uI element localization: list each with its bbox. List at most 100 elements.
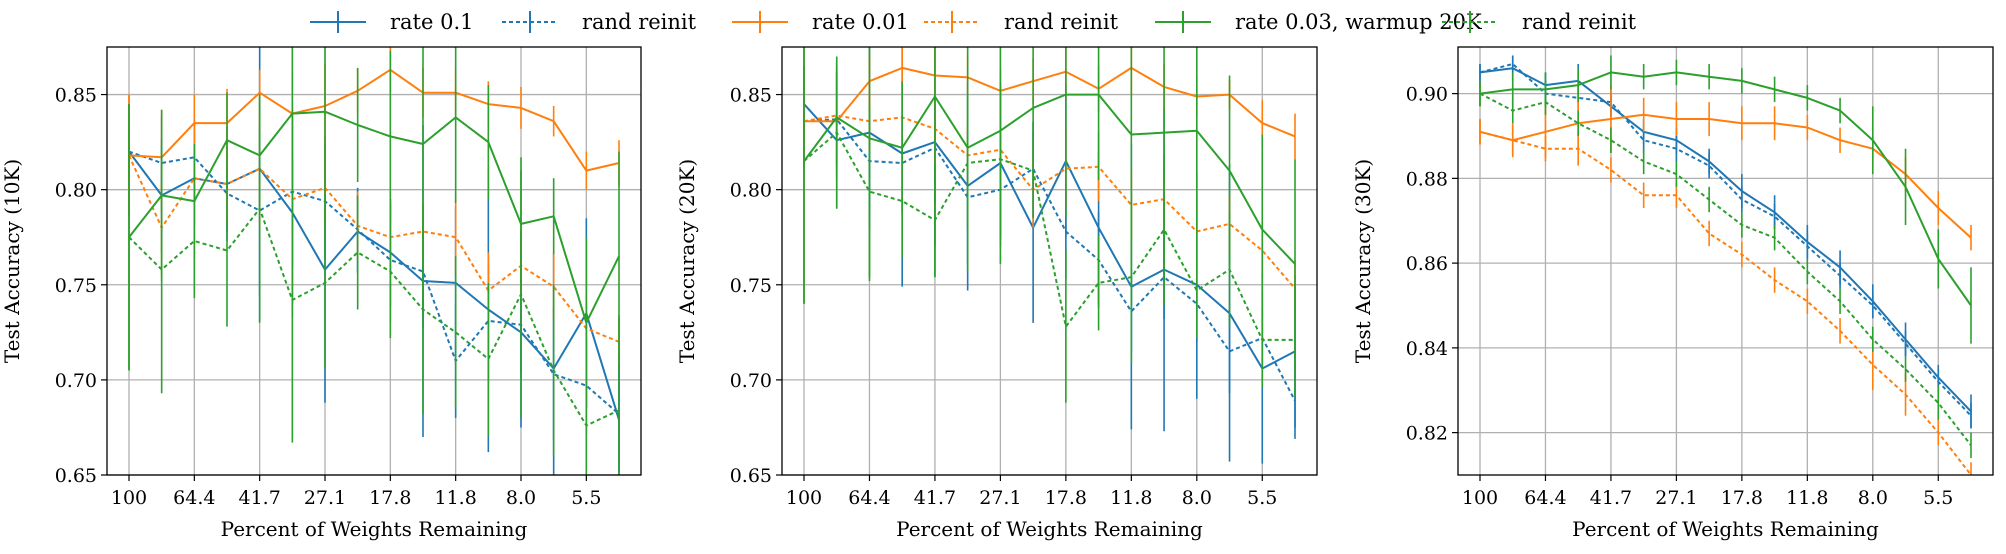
series-line xyxy=(1479,71,1972,307)
x-tick-label: 100 xyxy=(786,487,822,509)
series xyxy=(128,115,620,472)
series xyxy=(803,47,1296,464)
y-tick-label: 0.70 xyxy=(730,370,772,392)
y-tick-label: 0.88 xyxy=(1406,168,1448,190)
y-axis-label: Test Accuracy (30K) xyxy=(1351,159,1375,363)
x-tick-label: 5.5 xyxy=(1247,487,1277,509)
series xyxy=(1479,119,1972,475)
series xyxy=(803,71,1296,439)
series-line xyxy=(1479,67,1972,413)
series-line xyxy=(128,154,620,343)
series xyxy=(1479,55,1972,344)
y-tick-label: 0.85 xyxy=(730,85,772,107)
x-tick-label: 64.4 xyxy=(1524,487,1566,509)
x-tick-label: 17.8 xyxy=(1721,487,1763,509)
y-tick-label: 0.82 xyxy=(1406,423,1448,445)
y-tick-label: 0.75 xyxy=(55,275,97,297)
series-line xyxy=(128,68,620,172)
legend-label: rand reinit xyxy=(582,10,697,34)
x-tick-label: 5.5 xyxy=(1923,487,1953,509)
gridlines xyxy=(782,47,1317,476)
legend-entry: rate 0.03, warmup 20K xyxy=(1155,10,1482,34)
series xyxy=(1479,85,1972,251)
y-tick-label: 0.75 xyxy=(730,275,772,297)
x-tick-label: 41.7 xyxy=(914,487,956,509)
y-axis-label: Test Accuracy (10K) xyxy=(0,159,24,363)
series xyxy=(1479,55,1972,429)
y-tick-label: 0.90 xyxy=(1406,84,1448,106)
series-line xyxy=(803,103,1296,370)
y-tick-label: 0.80 xyxy=(730,180,772,202)
legend-label: rate 0.1 xyxy=(390,10,474,34)
series-line xyxy=(1479,63,1972,417)
series-line xyxy=(128,207,620,427)
x-axis-label: Percent of Weights Remaining xyxy=(896,517,1203,541)
x-axis-label: Percent of Weights Remaining xyxy=(1572,517,1879,541)
axes-frame xyxy=(106,46,642,476)
x-tick-label: 27.1 xyxy=(304,487,346,509)
x-tick-label: 8.0 xyxy=(1858,487,1888,509)
series-line xyxy=(128,150,620,415)
chart-panels: 100 64.4 41.7 27.1 17.8 11.8 8.0 5.5 0.65 0.70 0.7… xyxy=(0,46,1994,541)
y-axis-label: Test Accuracy (20K) xyxy=(675,159,699,363)
series xyxy=(128,47,620,475)
chart-panel: 100 64.4 41.7 27.1 17.8 11.8 8.0 5.5 0.65 0.70 0.7… xyxy=(675,46,1318,541)
y-tick-label: 0.84 xyxy=(1406,338,1448,360)
series xyxy=(803,47,1296,179)
chart-panel: 100 64.4 41.7 27.1 17.8 11.8 8.0 5.5 0.65 0.70 0.7… xyxy=(0,46,642,541)
y-tick-label: 0.86 xyxy=(1406,253,1448,275)
legend-label: rate 0.03, warmup 20K xyxy=(1235,10,1482,34)
series-line xyxy=(1479,130,1972,475)
series xyxy=(1479,80,1972,459)
legend-entry: rand reinit xyxy=(1442,10,1637,34)
x-tick-label: 100 xyxy=(111,487,147,509)
legend-label: rand reinit xyxy=(1522,10,1637,34)
x-tick-label: 100 xyxy=(1462,487,1498,509)
x-tick-label: 11.8 xyxy=(1110,487,1152,509)
y-tick-label: 0.65 xyxy=(55,465,97,487)
legend-label: rand reinit xyxy=(1004,10,1119,34)
series xyxy=(803,47,1296,369)
x-tick-label: 5.5 xyxy=(571,487,601,509)
x-tick-label: 41.7 xyxy=(239,487,281,509)
series xyxy=(1479,55,1972,429)
legend-entry: rand reinit xyxy=(924,10,1119,34)
x-tick-label: 8.0 xyxy=(506,487,536,509)
x-tick-label: 64.4 xyxy=(173,487,215,509)
series-group xyxy=(1479,55,1972,475)
series-line xyxy=(803,93,1296,265)
x-tick-label: 11.8 xyxy=(1786,487,1828,509)
x-tick-label: 17.8 xyxy=(369,487,411,509)
y-tick-label: 0.65 xyxy=(730,465,772,487)
series-line xyxy=(1479,113,1972,239)
series-line xyxy=(803,114,1296,290)
y-tick-label: 0.80 xyxy=(55,180,97,202)
series-line xyxy=(804,66,1296,138)
x-tick-label: 64.4 xyxy=(848,487,890,509)
legend-label: rate 0.01 xyxy=(812,10,909,34)
axes-frame xyxy=(781,46,1318,476)
x-axis-label: Percent of Weights Remaining xyxy=(221,517,528,541)
axes-frame xyxy=(1457,46,1994,476)
series-group xyxy=(803,47,1296,464)
series-line xyxy=(1479,92,1972,446)
x-tick-label: 17.8 xyxy=(1045,487,1087,509)
series xyxy=(128,94,620,475)
legend-entry: rate 0.1 xyxy=(310,10,474,34)
legend-entry: rate 0.01 xyxy=(732,10,909,34)
legend: rate 0.1 rand reinit rate 0.01 rand reinit r… xyxy=(310,10,1637,34)
series-line xyxy=(803,131,1295,341)
series xyxy=(803,47,1296,403)
x-tick-label: 27.1 xyxy=(1655,487,1697,509)
series xyxy=(128,47,620,409)
series-group xyxy=(128,47,620,475)
series xyxy=(128,94,620,365)
x-tick-label: 11.8 xyxy=(435,487,477,509)
y-tick-label: 0.70 xyxy=(55,370,97,392)
chart-panel: 100 64.4 41.7 27.1 17.8 11.8 8.0 5.5 0.82 0.84 0.8… xyxy=(1351,46,1994,541)
x-tick-label: 41.7 xyxy=(1590,487,1632,509)
series-line xyxy=(128,110,620,324)
x-tick-label: 27.1 xyxy=(979,487,1021,509)
